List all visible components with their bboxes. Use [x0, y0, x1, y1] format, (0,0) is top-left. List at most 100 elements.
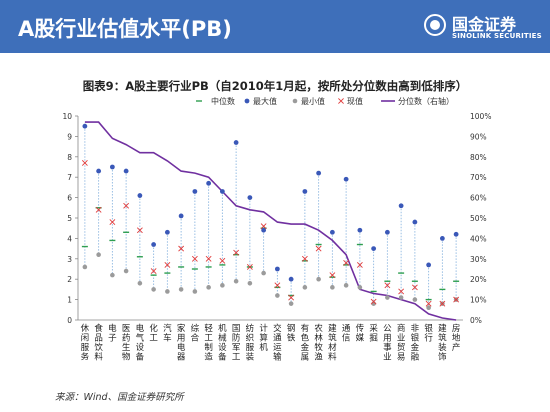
min-point [412, 297, 418, 302]
category-label: 国防军工 [232, 324, 241, 363]
current-point [425, 300, 432, 307]
max-point [261, 227, 267, 233]
y-right-tick-label: 80% [470, 153, 487, 162]
max-point [164, 229, 170, 235]
brand: 国金证券 SINOLINK SECURITIES [424, 10, 542, 44]
category-label: 交通运输 [273, 323, 282, 363]
min-point [123, 268, 129, 274]
max-point [288, 276, 294, 282]
y-left-tick-label: 1 [67, 296, 72, 305]
current-point [329, 272, 336, 279]
y-left-tick-label: 0 [67, 316, 72, 325]
y-left-tick-label: 6 [67, 194, 72, 203]
max-point [178, 213, 184, 219]
current-point [301, 255, 308, 262]
y-left-tick-label: 4 [67, 234, 72, 243]
max-point [274, 266, 280, 272]
category-label: 医药生物 [122, 324, 131, 363]
current-point [219, 257, 226, 264]
y-right-tick-label: 100% [470, 112, 491, 121]
y-right-tick-label: 70% [470, 173, 487, 182]
min-point [151, 287, 156, 292]
current-point [191, 255, 198, 262]
max-point [206, 180, 212, 186]
y-left-tick-label: 7 [67, 173, 72, 182]
current-point [260, 223, 267, 230]
category-label: 纺织服装 [246, 323, 255, 363]
y-left-tick-label: 9 [67, 132, 72, 141]
current-point [109, 219, 116, 225]
brand-name-cn: 国金证券 [452, 15, 517, 34]
current-point [439, 300, 446, 307]
current-point [95, 206, 102, 213]
header-bar: A股行业估值水平(PB) 国金证券 SINOLINK SECURITIES [0, 0, 550, 53]
category-label: 建筑材料 [328, 323, 337, 363]
max-point [96, 168, 102, 174]
category-label: 电子 [108, 323, 117, 344]
y-right-tick-label: 20% [470, 275, 487, 284]
max-point [439, 236, 445, 241]
current-point [123, 202, 130, 209]
y-right-tick-label: 0% [470, 316, 482, 325]
y-right-tick-label: 90% [470, 132, 487, 141]
current-point [274, 282, 281, 289]
min-point [206, 285, 211, 290]
current-point [233, 249, 240, 256]
category-label: 食品饮料 [94, 323, 103, 363]
current-point [164, 262, 171, 268]
min-point [137, 280, 143, 286]
current-point [398, 288, 405, 295]
current-point [343, 259, 350, 266]
legend-min-label: 最小值 [301, 96, 325, 106]
min-point [178, 287, 184, 292]
y-left-tick-label: 2 [67, 275, 72, 284]
min-point [96, 252, 101, 258]
y-left-tick-label: 8 [67, 153, 72, 162]
max-point [192, 189, 198, 194]
min-point [316, 276, 321, 282]
percentile-line [84, 121, 457, 321]
legend-current-label: 现值 [347, 96, 363, 106]
min-point [275, 293, 280, 298]
category-label: 建筑装饰 [438, 323, 447, 363]
legend-median-label: 中位数 [211, 96, 235, 106]
category-label: 传媒 [356, 323, 365, 344]
max-point [82, 123, 88, 129]
min-point [398, 295, 404, 300]
max-point [302, 189, 308, 194]
max-point [371, 246, 377, 252]
max-point [109, 164, 115, 170]
min-point [82, 264, 88, 270]
category-label: 汽车 [163, 323, 172, 344]
min-point [343, 283, 349, 288]
current-point [81, 160, 88, 166]
min-point [110, 272, 115, 278]
category-label: 非银金融 [411, 323, 420, 363]
min-point [330, 285, 335, 290]
category-label: 休闲服务 [81, 323, 90, 363]
category-label: 农林牧渔 [314, 323, 323, 363]
min-point [165, 289, 170, 294]
category-label: 采掘 [369, 323, 378, 344]
max-point [426, 262, 432, 268]
legend-min-swatch [292, 98, 298, 104]
y-right-tick-label: 40% [470, 234, 487, 243]
max-point [219, 189, 225, 194]
min-point [233, 278, 239, 284]
y-right-tick-label: 60% [470, 194, 487, 203]
min-point [192, 289, 198, 294]
legend-percentile-label: 分位数（右轴） [398, 96, 454, 106]
category-label: 房地产 [452, 323, 461, 353]
y-left-tick-label: 10 [62, 112, 72, 121]
min-point [385, 295, 390, 300]
category-label: 有色金属 [301, 323, 310, 363]
min-point [247, 280, 253, 286]
max-point [384, 229, 390, 235]
min-point [302, 285, 308, 290]
y-right-tick-label: 50% [470, 214, 487, 223]
category-label: 化工 [149, 323, 158, 344]
y-left-tick-label: 5 [67, 214, 72, 223]
y-right-tick-label: 10% [470, 296, 487, 305]
max-point [247, 195, 253, 201]
